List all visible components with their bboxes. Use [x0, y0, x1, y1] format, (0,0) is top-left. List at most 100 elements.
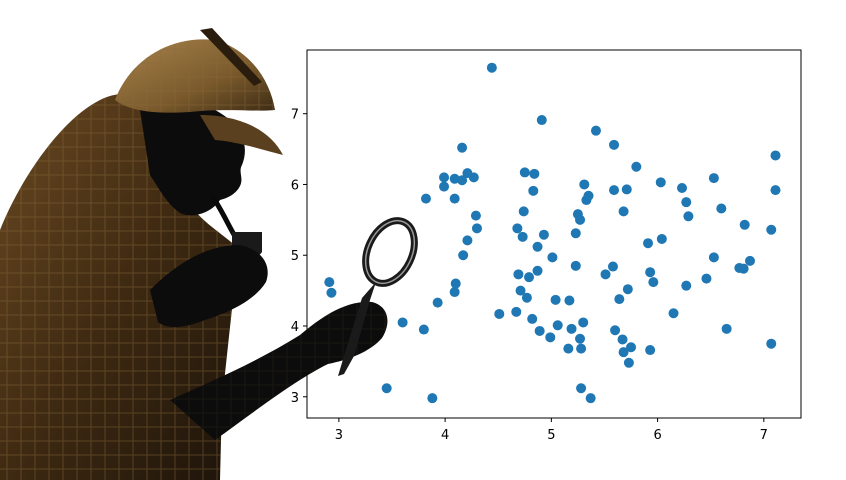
- data-point: [618, 347, 629, 358]
- data-point: [648, 277, 659, 288]
- data-point: [528, 185, 539, 196]
- data-point: [681, 280, 692, 291]
- data-point: [614, 294, 625, 305]
- data-point: [576, 343, 587, 354]
- data-point: [583, 190, 594, 201]
- data-point: [716, 203, 727, 214]
- data-point: [622, 284, 633, 295]
- data-point: [738, 263, 749, 274]
- data-point: [470, 210, 481, 221]
- data-point: [607, 261, 618, 272]
- data-point: [471, 223, 482, 234]
- data-point: [547, 252, 558, 263]
- data-point: [462, 235, 473, 246]
- data-point: [708, 252, 719, 263]
- data-point: [609, 139, 620, 150]
- data-point: [576, 383, 587, 394]
- data-point: [511, 306, 522, 317]
- data-point: [570, 228, 581, 239]
- x-tick-label: 5: [547, 428, 555, 443]
- data-point: [545, 332, 556, 343]
- y-tick-label: 7: [291, 108, 299, 123]
- data-point: [721, 323, 732, 334]
- data-point: [532, 265, 543, 276]
- data-point: [439, 181, 450, 192]
- data-point: [439, 172, 450, 183]
- data-point: [527, 313, 538, 324]
- data-point: [524, 272, 535, 283]
- data-point: [418, 324, 429, 335]
- data-point: [420, 193, 431, 204]
- data-point: [486, 62, 497, 73]
- data-point: [610, 325, 621, 336]
- data-point: [449, 287, 460, 298]
- data-point: [618, 206, 629, 217]
- data-point: [585, 393, 596, 404]
- data-point: [521, 292, 532, 303]
- data-point: [683, 211, 694, 222]
- data-point: [326, 287, 337, 298]
- x-tick-label: 6: [653, 428, 661, 443]
- data-point: [449, 193, 460, 204]
- data-point: [745, 255, 756, 266]
- data-point: [575, 214, 586, 225]
- data-point: [766, 224, 777, 235]
- data-point: [578, 317, 589, 328]
- data-point: [457, 175, 468, 186]
- y-tick-label: 6: [291, 178, 299, 193]
- data-point: [626, 342, 637, 353]
- y-tick-label: 4: [291, 320, 299, 335]
- data-point: [494, 308, 505, 319]
- data-points: [324, 62, 781, 404]
- data-point: [656, 233, 667, 244]
- data-point: [708, 173, 719, 184]
- x-tick-label: 7: [760, 428, 768, 443]
- data-point: [458, 250, 469, 261]
- data-point: [513, 269, 524, 280]
- data-point: [538, 229, 549, 240]
- y-tick-label: 5: [291, 249, 299, 264]
- data-point: [621, 184, 632, 195]
- data-point: [512, 223, 523, 234]
- data-point: [536, 115, 547, 126]
- data-point: [449, 173, 460, 184]
- data-point: [579, 179, 590, 190]
- y-tick-label: 3: [291, 391, 299, 406]
- data-point: [617, 334, 628, 345]
- data-point: [770, 185, 781, 196]
- data-point: [643, 238, 654, 249]
- data-point: [518, 206, 529, 217]
- data-point: [645, 267, 656, 278]
- data-point: [668, 308, 679, 319]
- data-point: [739, 219, 750, 230]
- data-point: [532, 241, 543, 252]
- data-point: [681, 197, 692, 208]
- data-point: [623, 357, 634, 368]
- data-point: [468, 172, 479, 183]
- data-point: [590, 125, 601, 136]
- data-point: [570, 260, 581, 271]
- data-point: [515, 285, 526, 296]
- data-point: [552, 320, 563, 331]
- data-point: [609, 185, 620, 196]
- x-tick-label: 3: [335, 428, 343, 443]
- x-tick-label: 4: [441, 428, 449, 443]
- data-point: [655, 177, 666, 188]
- data-point: [450, 278, 461, 289]
- data-point: [566, 323, 577, 334]
- data-point: [575, 333, 586, 344]
- data-point: [600, 269, 611, 280]
- data-point: [519, 167, 530, 178]
- plot-area: [306, 49, 802, 419]
- data-point: [427, 393, 438, 404]
- data-point: [645, 345, 656, 356]
- data-point: [677, 183, 688, 193]
- data-point: [381, 383, 392, 394]
- data-point: [701, 273, 712, 284]
- data-point: [631, 161, 642, 172]
- data-point: [564, 295, 575, 306]
- data-point: [529, 168, 540, 179]
- data-point: [550, 294, 561, 305]
